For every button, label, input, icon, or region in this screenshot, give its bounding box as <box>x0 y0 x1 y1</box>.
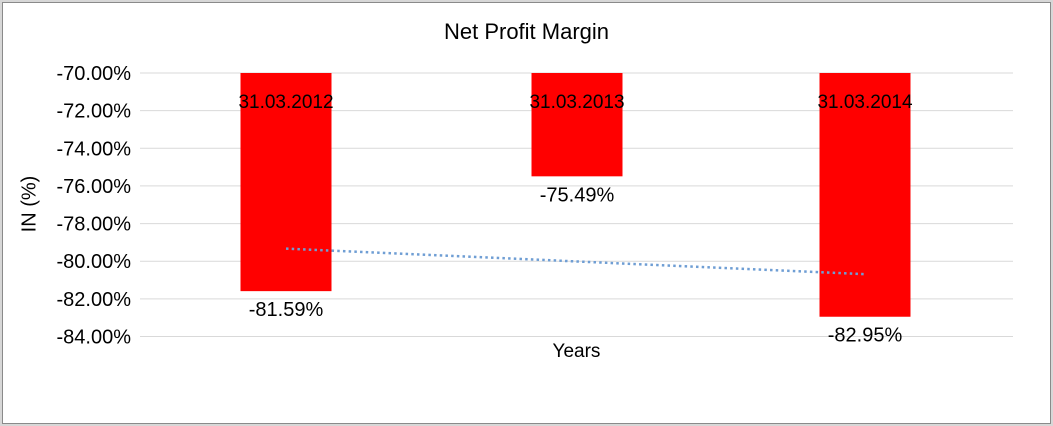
y-tick-label: -78.00% <box>57 214 132 236</box>
y-tick-label: -80.00% <box>57 251 132 273</box>
y-tick-label: -70.00% <box>57 63 132 85</box>
y-axis-title: IN (%) <box>18 175 41 233</box>
y-tick-label: -74.00% <box>57 138 132 160</box>
category-label: 31.03.2013 <box>529 92 624 113</box>
value-label: -75.49% <box>540 184 615 206</box>
value-label: -82.95% <box>828 325 903 347</box>
value-label: -81.59% <box>249 299 324 321</box>
category-label: 31.03.2012 <box>238 92 333 113</box>
bar-31.03.2014 <box>819 73 911 317</box>
y-tick-label: -76.00% <box>57 176 132 198</box>
y-tick-label: -84.00% <box>57 327 132 349</box>
x-axis-title: Years <box>552 341 601 362</box>
chart-title: Net Profit Margin <box>443 19 610 44</box>
bar-31.03.2013 <box>531 73 623 177</box>
y-tick-label: -72.00% <box>57 101 132 123</box>
y-tick-label: -82.00% <box>57 289 132 311</box>
bar-31.03.2012 <box>240 73 332 292</box>
category-label: 31.03.2014 <box>817 92 913 113</box>
